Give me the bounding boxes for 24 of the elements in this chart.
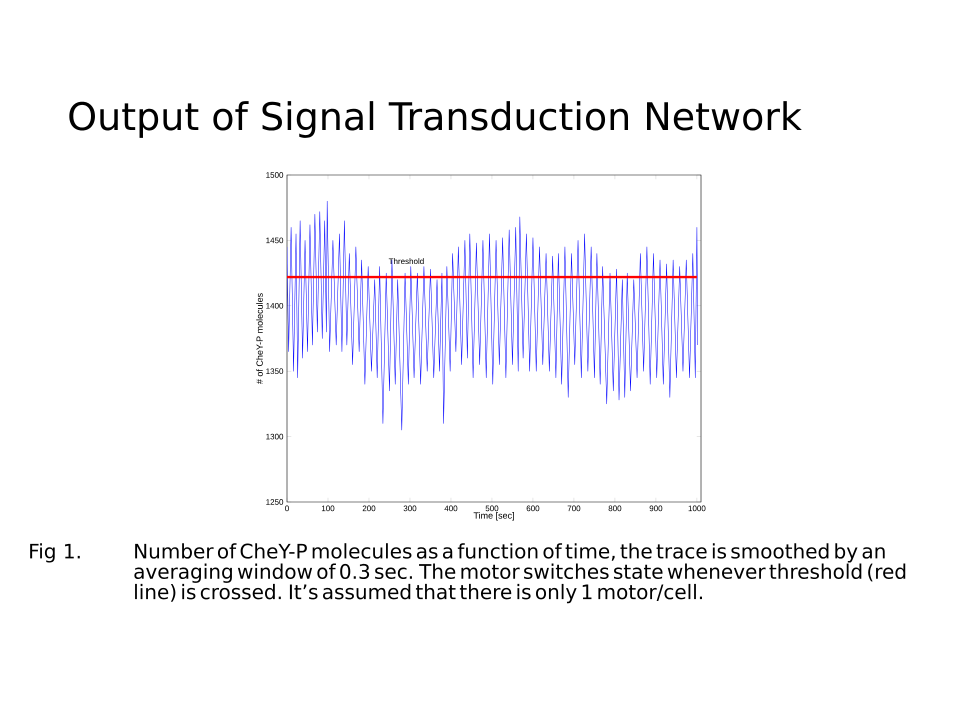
y-tick-label: 1350 xyxy=(266,368,284,374)
x-axis-title: Time [sec] xyxy=(474,512,514,520)
x-tick-label: 400 xyxy=(444,506,458,512)
x-tick-label: 100 xyxy=(322,506,334,512)
y-axis-title: # of CheY-P molecules xyxy=(256,293,263,384)
x-tick-label: 1000 xyxy=(688,506,706,512)
x-tick-label: 200 xyxy=(362,506,376,512)
line-series xyxy=(287,200,698,430)
y-tick-label: 1300 xyxy=(266,434,284,440)
x-tick-label: 800 xyxy=(608,506,622,512)
chart-title: Output of Signal Transduction Network xyxy=(69,101,802,138)
y-tick-label: 1450 xyxy=(266,238,284,244)
x-tick-label: 900 xyxy=(650,506,662,512)
y-tick-label: 1250 xyxy=(266,499,284,505)
y-tick-label: 1400 xyxy=(266,302,284,309)
x-tick-label: 600 xyxy=(526,506,540,512)
ref-line-label: Threshold xyxy=(388,258,424,264)
text: Number of CheY-P molecules as a function of time, the trace is smoothed by an averaging window of 0.3 sec. The motor switches state whenever threshold (red line) is crossed. It’s assumed that there is only 1 motor/cell. xyxy=(134,543,906,604)
y-tick-label: 1500 xyxy=(266,172,284,178)
caption: Fig 1. xyxy=(30,543,80,563)
x-tick-label: 500 xyxy=(486,506,498,512)
x-tick-label: 300 xyxy=(404,506,416,512)
x-tick-label: 0 xyxy=(285,506,289,512)
x-tick-label: 700 xyxy=(568,506,580,512)
